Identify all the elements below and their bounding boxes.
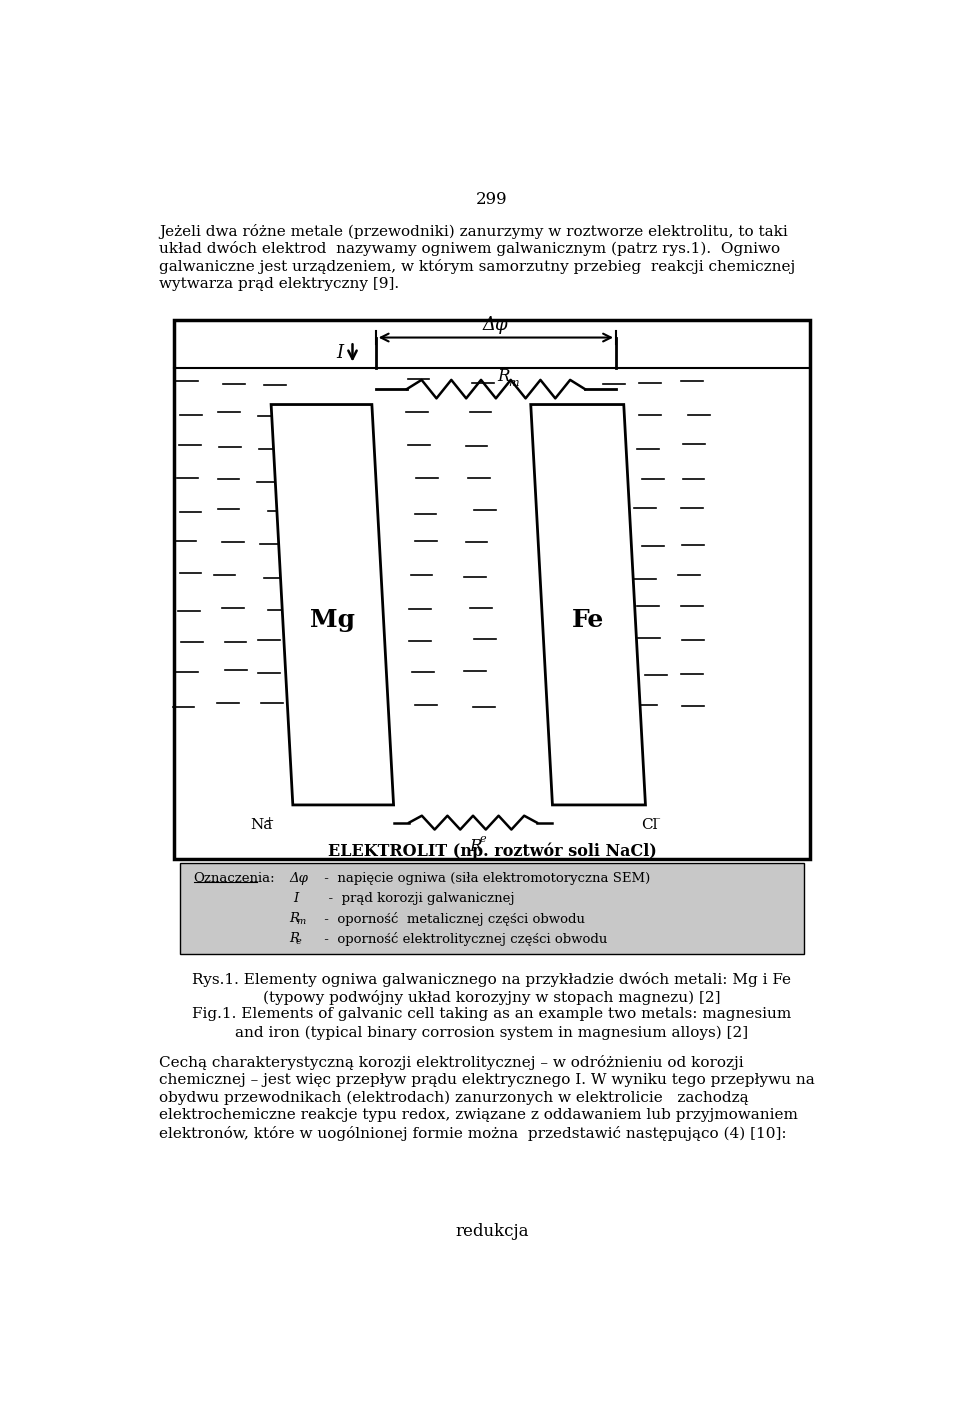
Text: ELEKTROLIT (np. roztwór soli NaCl): ELEKTROLIT (np. roztwór soli NaCl): [327, 843, 657, 860]
Text: (typowy podwójny układ korozyjny w stopach magnezu) [2]: (typowy podwójny układ korozyjny w stopa…: [263, 990, 721, 1005]
Text: -  oporność elektrolitycznej części obwodu: - oporność elektrolitycznej części obwod…: [320, 932, 608, 946]
Bar: [175, 320, 809, 858]
Text: Jeżeli dwa różne metale (przewodniki) zanurzymy w roztworze elektrolitu, to taki: Jeżeli dwa różne metale (przewodniki) za…: [158, 223, 787, 239]
Polygon shape: [271, 404, 394, 805]
Text: e: e: [296, 937, 301, 946]
Text: chemicznej – jest więc przepływ prądu elektrycznego I. W wyniku tego przepływu n: chemicznej – jest więc przepływ prądu el…: [158, 1073, 814, 1087]
Text: Δφ: Δφ: [289, 872, 308, 885]
Text: redukcja: redukcja: [455, 1223, 529, 1240]
Polygon shape: [531, 404, 645, 805]
Text: Δφ: Δφ: [483, 315, 509, 334]
Text: e: e: [480, 834, 487, 844]
Text: galwaniczne jest urządzeniem, w którym samorzutny przebieg  reakcji chemicznej: galwaniczne jest urządzeniem, w którym s…: [158, 259, 795, 274]
Text: ⁻: ⁻: [654, 816, 660, 826]
Text: m: m: [296, 918, 305, 926]
Text: R: R: [469, 839, 482, 855]
Text: elektronów, które w uogólnionej formie można  przedstawić następująco (4) [10]:: elektronów, które w uogólnionej formie m…: [158, 1126, 786, 1141]
Text: I: I: [337, 344, 344, 362]
Text: Fig.1. Elements of galvanic cell taking as an example two metals: magnesium: Fig.1. Elements of galvanic cell taking …: [192, 1007, 792, 1021]
Text: R: R: [497, 368, 510, 385]
Text: Oznaczenia:: Oznaczenia:: [194, 872, 276, 885]
Text: -  oporność  metalicznej części obwodu: - oporność metalicznej części obwodu: [320, 912, 585, 926]
Text: Cl: Cl: [641, 817, 658, 831]
Text: Cechą charakterystyczną korozji elektrolitycznej – w odróżnieniu od korozji: Cechą charakterystyczną korozji elektrol…: [158, 1055, 743, 1070]
Text: obydwu przewodnikach (elektrodach) zanurzonych w elektrolicie   zachodzą: obydwu przewodnikach (elektrodach) zanur…: [158, 1090, 749, 1104]
Text: Rys.1. Elementy ogniwa galwanicznego na przykładzie dwóch metali: Mg i Fe: Rys.1. Elementy ogniwa galwanicznego na …: [193, 971, 791, 987]
Text: -  prąd korozji galwanicznej: - prąd korozji galwanicznej: [320, 892, 515, 905]
Text: układ dwóch elektrod  nazywamy ogniwem galwanicznym (patrz rys.1).  Ogniwo: układ dwóch elektrod nazywamy ogniwem ga…: [158, 242, 780, 256]
Text: 299: 299: [476, 191, 508, 208]
Text: wytwarza prąd elektryczny [9].: wytwarza prąd elektryczny [9].: [158, 277, 398, 291]
Text: m: m: [508, 379, 518, 389]
Text: I: I: [293, 892, 298, 905]
Text: R: R: [289, 912, 299, 925]
Text: elektrochemiczne reakcje typu redox, związane z oddawaniem lub przyjmowaniem: elektrochemiczne reakcje typu redox, zwi…: [158, 1109, 798, 1123]
Bar: [180, 863, 804, 953]
Text: R: R: [289, 932, 299, 945]
Text: +: +: [265, 816, 275, 826]
Text: Mg: Mg: [310, 608, 355, 632]
Text: -  napięcie ogniwa (siła elektromotoryczna SEM): - napięcie ogniwa (siła elektromotoryczn…: [320, 872, 650, 885]
Text: and iron (typical binary corrosion system in magnesium alloys) [2]: and iron (typical binary corrosion syste…: [235, 1025, 749, 1039]
Text: Na: Na: [251, 817, 273, 831]
Text: Fe: Fe: [572, 608, 604, 632]
